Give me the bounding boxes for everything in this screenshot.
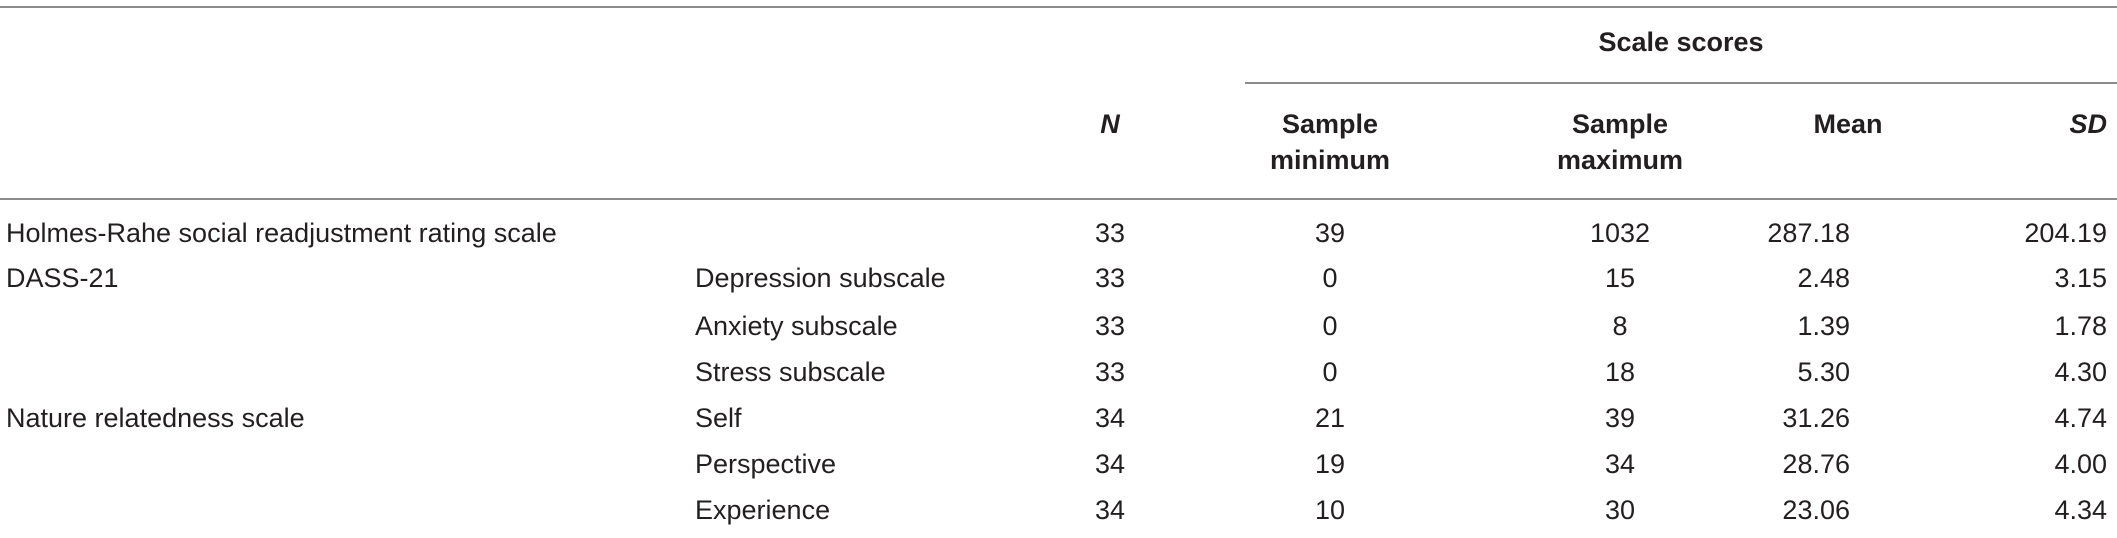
sd-value: 4.34 — [2054, 495, 2107, 525]
sd-value: 4.74 — [2054, 403, 2107, 433]
subscale-name: Anxiety subscale — [695, 311, 898, 341]
column-header-sample-maximum: Sample maximum — [1556, 109, 1684, 175]
column-header-mean: Mean — [1813, 109, 1883, 139]
sample-maximum-value: 15 — [1604, 263, 1636, 293]
sample-minimum-value: 10 — [1314, 495, 1346, 525]
header-bottom-rule — [0, 198, 2117, 200]
top-rule — [0, 6, 2117, 8]
group-header-underline — [1245, 82, 2117, 84]
sample-minimum-value: 19 — [1314, 449, 1346, 479]
sample-minimum-value: 0 — [1322, 357, 1338, 387]
group-header-scale-scores: Scale scores — [1598, 27, 1764, 57]
subscale-name: Perspective — [695, 449, 837, 479]
sample-maximum-value: 18 — [1604, 357, 1636, 387]
column-header-sample-minimum: Sample minimum — [1269, 109, 1390, 175]
mean-value: 1.39 — [1797, 311, 1850, 341]
scale-name: Holmes-Rahe social readjustment rating s… — [6, 218, 557, 248]
n-value: 34 — [1094, 449, 1126, 479]
mean-value: 2.48 — [1797, 263, 1850, 293]
sd-value: 204.19 — [2024, 218, 2107, 248]
n-value: 34 — [1094, 495, 1126, 525]
subscale-name: Experience — [695, 495, 831, 525]
n-value: 33 — [1094, 357, 1126, 387]
sample-maximum-value: 34 — [1604, 449, 1636, 479]
sd-value: 4.00 — [2054, 449, 2107, 479]
scale-name: DASS-21 — [6, 263, 119, 293]
column-header-sd: SD — [2069, 109, 2107, 139]
n-value: 33 — [1094, 263, 1126, 293]
sd-value: 4.30 — [2054, 357, 2107, 387]
sample-minimum-value: 0 — [1322, 263, 1338, 293]
n-value: 33 — [1094, 218, 1126, 248]
n-value: 34 — [1094, 403, 1126, 433]
mean-value: 287.18 — [1767, 218, 1850, 248]
sample-maximum-value: 8 — [1612, 311, 1628, 341]
subscale-name: Stress subscale — [695, 357, 886, 387]
sample-maximum-value: 39 — [1604, 403, 1636, 433]
mean-value: 31.26 — [1782, 403, 1850, 433]
mean-value: 28.76 — [1782, 449, 1850, 479]
sd-value: 3.15 — [2054, 263, 2107, 293]
scale-name: Nature relatedness scale — [6, 403, 305, 433]
n-value: 33 — [1094, 311, 1126, 341]
sample-maximum-value: 30 — [1604, 495, 1636, 525]
sample-minimum-value: 0 — [1322, 311, 1338, 341]
sample-maximum-value: 1032 — [1589, 218, 1651, 248]
sample-minimum-value: 21 — [1314, 403, 1346, 433]
sample-minimum-value: 39 — [1314, 218, 1346, 248]
mean-value: 5.30 — [1797, 357, 1850, 387]
subscale-name: Depression subscale — [695, 263, 946, 293]
subscale-name: Self — [695, 403, 742, 433]
column-header-n: N — [1100, 109, 1120, 139]
sd-value: 1.78 — [2054, 311, 2107, 341]
mean-value: 23.06 — [1782, 495, 1850, 525]
